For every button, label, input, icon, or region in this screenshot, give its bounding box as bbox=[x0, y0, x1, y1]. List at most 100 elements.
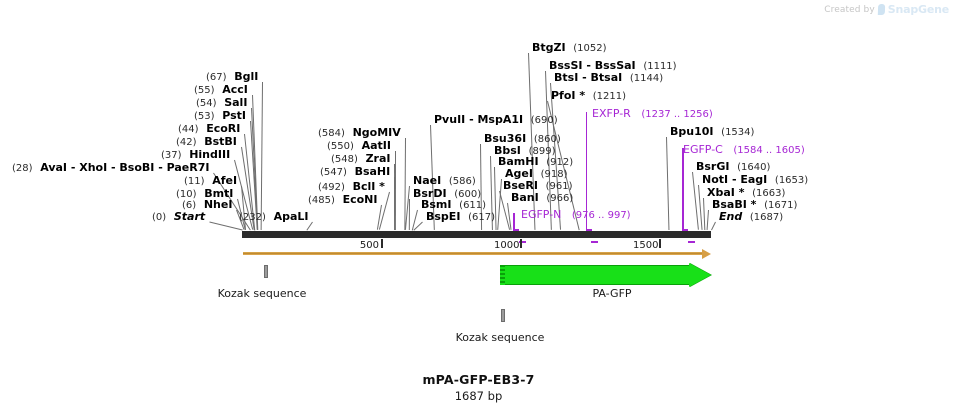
enzyme-label[interactable]: PfoI * (1211) bbox=[551, 90, 626, 102]
enzyme-name: BclI * bbox=[352, 180, 385, 193]
enzyme-label[interactable]: (550) AatII bbox=[327, 140, 391, 152]
orf-arrow-shaft bbox=[243, 252, 702, 255]
enzyme-label[interactable]: (548) ZraI bbox=[331, 153, 390, 165]
enzyme-label[interactable]: (492) BclI * bbox=[318, 181, 385, 193]
feature-label[interactable]: Kozak sequence bbox=[217, 287, 307, 300]
enzyme-label[interactable]: XbaI * (1663) bbox=[707, 187, 785, 199]
primer-label[interactable]: EXFP-R (1237 .. 1256) bbox=[592, 108, 713, 120]
enzyme-leader-line bbox=[706, 209, 709, 231]
primer-range: (1237 .. 1256) bbox=[641, 109, 713, 120]
enzyme-leader-line bbox=[703, 197, 706, 231]
ruler-tick bbox=[520, 239, 522, 248]
enzyme-position: (6) bbox=[182, 200, 197, 211]
enzyme-name: BtsI - BtsaI bbox=[554, 71, 623, 84]
primer-range: (976 .. 997) bbox=[571, 210, 631, 221]
enzyme-label[interactable]: BtgZI (1052) bbox=[532, 42, 607, 54]
enzyme-name: End bbox=[719, 210, 743, 223]
enzyme-label[interactable]: AgeI (918) bbox=[505, 168, 568, 180]
enzyme-label[interactable]: End (1687) bbox=[719, 211, 783, 223]
enzyme-position: (28) bbox=[12, 163, 33, 174]
enzyme-label[interactable]: (42) BstBI bbox=[176, 136, 237, 148]
kozak-sequence-marker[interactable] bbox=[501, 309, 505, 322]
enzyme-name: BglI bbox=[234, 70, 259, 83]
enzyme-label[interactable]: (485) EcoNI bbox=[308, 194, 377, 206]
primer-end-mark bbox=[688, 241, 696, 243]
feature-arrow-body bbox=[499, 265, 689, 285]
ruler-label: 500 bbox=[359, 240, 379, 251]
enzyme-position: (547) bbox=[320, 167, 347, 178]
enzyme-name: NaeI bbox=[413, 174, 442, 187]
enzyme-label[interactable]: BssSI - BssSaI (1111) bbox=[549, 60, 677, 72]
primer-end-mark bbox=[519, 241, 527, 243]
enzyme-label[interactable]: (53) PstI bbox=[194, 110, 246, 122]
enzyme-position: (966) bbox=[546, 193, 574, 204]
enzyme-label[interactable]: (54) SalI bbox=[196, 97, 247, 109]
enzyme-label[interactable]: BsaBI * (1671) bbox=[712, 199, 797, 211]
primer-bracket-stem bbox=[682, 148, 684, 231]
enzyme-name: HindIII bbox=[189, 148, 231, 161]
enzyme-label[interactable]: BbsI (899) bbox=[494, 145, 555, 157]
enzyme-name: BbsI bbox=[494, 144, 521, 157]
enzyme-name: SalI bbox=[224, 96, 248, 109]
enzyme-leader-line bbox=[306, 221, 313, 231]
enzyme-position: (899) bbox=[528, 146, 556, 157]
enzyme-name: BsrGI bbox=[696, 160, 730, 173]
primer-label[interactable]: EGFP-C (1584 .. 1605) bbox=[683, 144, 805, 156]
enzyme-label[interactable]: (547) BsaHI bbox=[320, 166, 390, 178]
enzyme-label[interactable]: (11) AfeI bbox=[184, 175, 237, 187]
feature-label[interactable]: PA-GFP bbox=[592, 287, 632, 300]
enzyme-position: (485) bbox=[308, 195, 335, 206]
enzyme-label[interactable]: Bpu10I (1534) bbox=[670, 126, 754, 138]
enzyme-label[interactable]: BseRI (961) bbox=[503, 180, 573, 192]
enzyme-leader-line bbox=[408, 198, 410, 231]
enzyme-leader-line bbox=[666, 136, 670, 231]
enzyme-label[interactable]: BsrGI (1640) bbox=[696, 161, 770, 173]
enzyme-label[interactable]: NaeI (586) bbox=[413, 175, 476, 187]
enzyme-name: NotI - EagI bbox=[702, 173, 768, 186]
enzyme-label[interactable]: BspEI (617) bbox=[426, 211, 495, 223]
enzyme-label[interactable]: (67) BglI bbox=[206, 71, 258, 83]
enzyme-label[interactable]: Bsu36I (860) bbox=[484, 133, 561, 145]
plasmid-name: mPA-GFP-EB3-7 bbox=[422, 372, 535, 387]
enzyme-label[interactable]: (0) Start bbox=[152, 211, 205, 223]
enzyme-position: (53) bbox=[194, 111, 215, 122]
enzyme-position: (54) bbox=[196, 98, 217, 109]
enzyme-name: AgeI bbox=[505, 167, 533, 180]
kozak-sequence-marker[interactable] bbox=[264, 265, 268, 278]
enzyme-label[interactable]: BsrDI (600) bbox=[413, 188, 481, 200]
feature-arrow-frayed-edge bbox=[499, 265, 505, 285]
enzyme-label[interactable]: (37) HindIII bbox=[161, 149, 230, 161]
enzyme-position: (1640) bbox=[737, 162, 771, 173]
plasmid-size: 1687 bp bbox=[454, 389, 503, 403]
enzyme-label[interactable]: (10) BmtI bbox=[176, 188, 233, 200]
enzyme-label[interactable]: (44) EcoRI bbox=[178, 123, 240, 135]
feature-arrow-pa-gfp[interactable] bbox=[499, 262, 711, 287]
enzyme-label[interactable]: PvuII - MspA1I (690) bbox=[434, 114, 558, 126]
watermark-brand: SnapGene bbox=[887, 3, 949, 16]
enzyme-label[interactable]: BtsI - BtsaI (1144) bbox=[554, 72, 663, 84]
enzyme-label[interactable]: (55) AccI bbox=[194, 84, 248, 96]
enzyme-label[interactable]: (6) NheI bbox=[182, 199, 232, 211]
orf-arrow[interactable] bbox=[243, 249, 711, 259]
enzyme-name: AfeI bbox=[212, 174, 238, 187]
enzyme-position: (912) bbox=[546, 157, 574, 168]
enzyme-position: (617) bbox=[468, 212, 495, 223]
enzyme-label[interactable]: (584) NgoMIV bbox=[318, 127, 401, 139]
enzyme-position: (1052) bbox=[573, 43, 607, 54]
enzyme-position: (550) bbox=[327, 141, 354, 152]
feature-label[interactable]: Kozak sequence bbox=[455, 331, 545, 344]
enzyme-name: BamHI bbox=[498, 155, 539, 168]
primer-label[interactable]: EGFP-N (976 .. 997) bbox=[521, 209, 631, 221]
enzyme-name: NgoMIV bbox=[352, 126, 401, 139]
enzyme-leader-line bbox=[209, 221, 243, 231]
enzyme-label[interactable]: (232) ApaLI bbox=[239, 211, 308, 223]
enzyme-label[interactable]: (28) AvaI - XhoI - BsoBI - PaeR7I bbox=[12, 162, 209, 174]
enzyme-label[interactable]: BsmI (611) bbox=[421, 199, 486, 211]
snapgene-logo-icon bbox=[877, 4, 885, 15]
enzyme-label[interactable]: BanI (966) bbox=[511, 192, 573, 204]
enzyme-name: Bsu36I bbox=[484, 132, 527, 145]
enzyme-label[interactable]: NotI - EagI (1653) bbox=[702, 174, 808, 186]
enzyme-label[interactable]: BamHI (912) bbox=[498, 156, 573, 168]
enzyme-position: (11) bbox=[184, 176, 205, 187]
